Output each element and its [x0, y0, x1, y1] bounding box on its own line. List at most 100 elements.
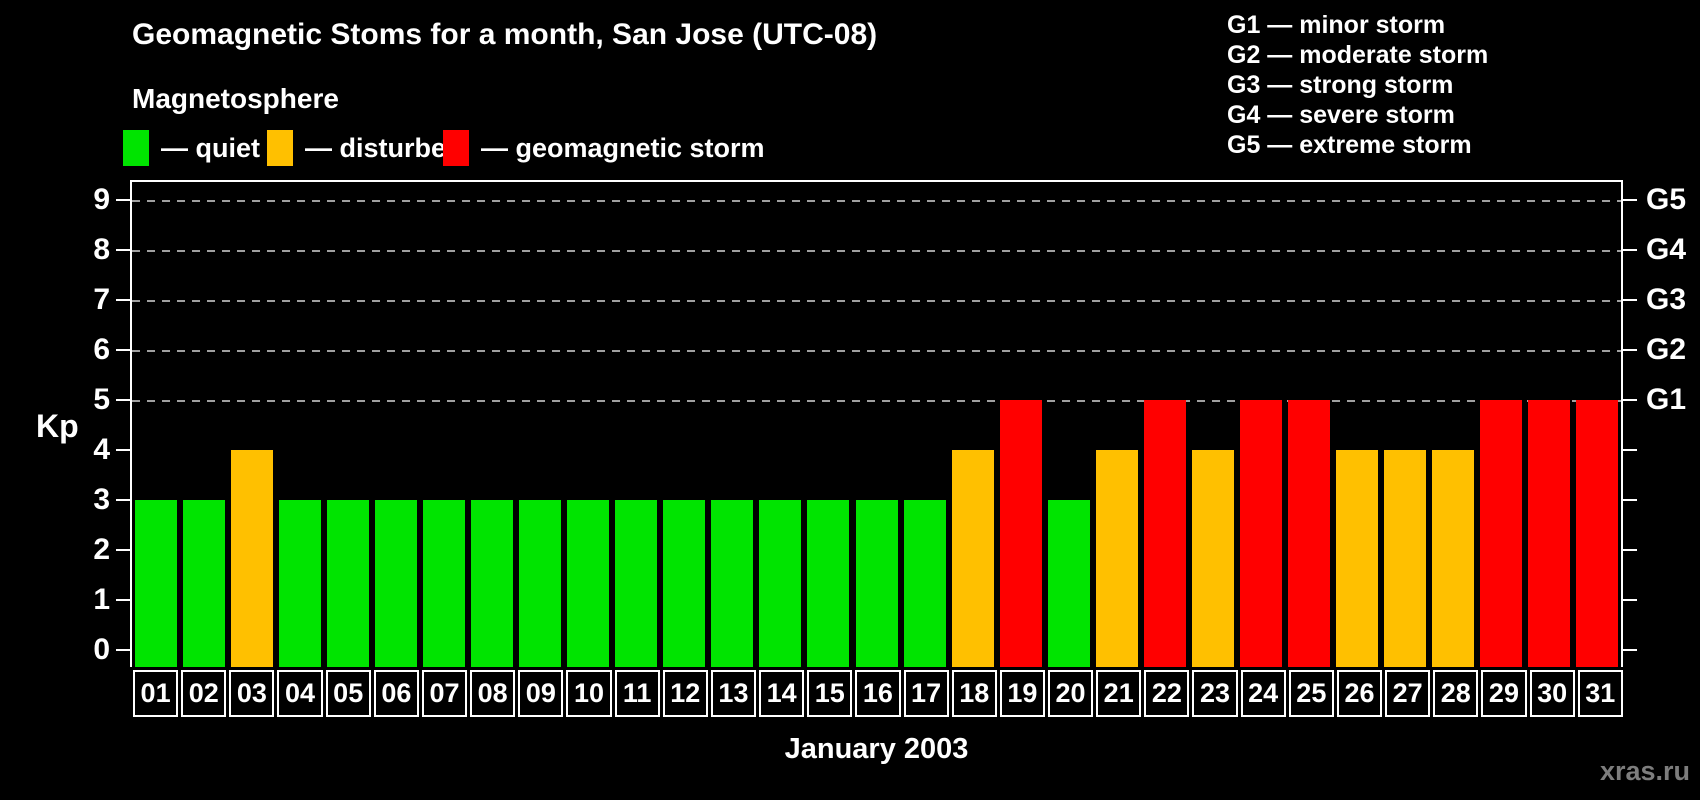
day-label-cell-29: 29 [1481, 670, 1527, 717]
chart-title: Geomagnetic Stoms for a month, San Jose … [132, 18, 878, 51]
right-tick-kp-2 [1623, 549, 1637, 551]
kp-bar-day-14 [759, 500, 802, 667]
kp-bar-day-31 [1575, 400, 1618, 667]
kp-bar-day-18 [951, 450, 994, 667]
day-label-cell-18: 18 [951, 670, 997, 717]
left-tick-kp-6 [116, 349, 130, 351]
kp-bar-day-12 [663, 500, 706, 667]
kp-bar-day-21 [1095, 450, 1138, 667]
gscale-legend-line-2: G2 — moderate storm [1227, 41, 1489, 69]
day-label-cell-02: 02 [181, 670, 227, 717]
kp-bar-day-10 [567, 500, 610, 667]
right-tick-kp-3 [1623, 499, 1637, 501]
day-label-cell-06: 06 [373, 670, 419, 717]
kp-bar-day-11 [615, 500, 658, 667]
y-axis-label-8: 8 [93, 233, 110, 266]
right-tick-kp-6 [1623, 349, 1637, 351]
kp-bar-day-02 [183, 500, 226, 667]
day-label-cell-19: 19 [999, 670, 1045, 717]
kp-bar-day-06 [375, 500, 418, 667]
kp-bar-day-04 [279, 500, 322, 667]
day-label-cell-17: 17 [903, 670, 949, 717]
kp-bar-day-23 [1191, 450, 1234, 667]
left-tick-kp-5 [116, 399, 130, 401]
g-scale-label-G3: G3 [1646, 283, 1687, 316]
day-label-cell-01: 01 [133, 670, 179, 717]
day-label-cell-25: 25 [1288, 670, 1334, 717]
legend-label-storm: — geomagnetic storm [481, 132, 765, 163]
kp-bar-day-03 [231, 450, 274, 667]
kp-bar-day-08 [471, 500, 514, 667]
y-axis-label-9: 9 [93, 183, 110, 216]
kp-bar-day-07 [423, 500, 466, 667]
right-tick-kp-1 [1623, 599, 1637, 601]
legend-item-storm: — geomagnetic storm [443, 126, 765, 170]
kp-bar-day-16 [855, 500, 898, 667]
day-label-row: 01 02 03 04 05 06 07 08 09 10 11 12 13 14 15 16 17 18 19 20… [133, 670, 1623, 717]
gridline-kp-5 [132, 400, 1621, 402]
g-scale-label-G5: G5 [1646, 183, 1687, 216]
gscale-legend: G1 — minor storm G2 — moderate storm G3 — … [1227, 10, 1488, 160]
y-axis-label-0: 0 [93, 633, 110, 666]
kp-bar-day-26 [1335, 450, 1378, 667]
kp-axis-title: Kp [36, 408, 79, 444]
gscale-legend-line-5: G5 — extreme storm [1227, 131, 1472, 159]
day-label-cell-16: 16 [855, 670, 901, 717]
right-tick-kp-7 [1623, 299, 1637, 301]
y-axis-label-5: 5 [93, 383, 110, 416]
y-axis-label-4: 4 [93, 433, 110, 466]
plot-area [130, 180, 1623, 667]
day-label-cell-21: 21 [1096, 670, 1142, 717]
day-label-cell-07: 07 [421, 670, 468, 717]
left-tick-kp-2 [116, 549, 130, 551]
left-tick-kp-4 [116, 449, 130, 451]
y-axis-label-3: 3 [93, 483, 110, 516]
day-label-cell-03: 03 [229, 670, 275, 717]
day-label-cell-08: 08 [470, 670, 516, 717]
kp-bar-day-20 [1047, 500, 1090, 667]
day-label-cell-28: 28 [1433, 670, 1479, 717]
day-label-cell-23: 23 [1192, 670, 1238, 717]
y-axis-label-6: 6 [93, 333, 110, 366]
y-axis-label-1: 1 [93, 583, 110, 616]
legend-swatch-quiet [123, 130, 149, 166]
day-label-cell-27: 27 [1385, 670, 1431, 717]
gridline-kp-7 [132, 300, 1621, 302]
day-label-cell-13: 13 [710, 670, 757, 717]
kp-bar-day-24 [1239, 400, 1282, 667]
day-label-cell-05: 05 [325, 670, 371, 717]
day-label-cell-22: 22 [1144, 670, 1190, 717]
day-label-cell-30: 30 [1529, 670, 1575, 717]
day-label-cell-20: 20 [1047, 670, 1094, 717]
left-tick-kp-7 [116, 299, 130, 301]
day-label-cell-11: 11 [614, 670, 660, 717]
legend-swatch-storm [443, 130, 469, 166]
left-tick-kp-1 [116, 599, 130, 601]
legend-item-disturbed: — disturbed [267, 126, 463, 170]
kp-bar-day-05 [327, 500, 370, 667]
gridline-kp-8 [132, 250, 1621, 252]
kp-bar-day-19 [999, 400, 1042, 667]
right-tick-kp-0 [1623, 649, 1637, 651]
kp-bar-day-22 [1143, 400, 1186, 667]
gscale-legend-line-4: G4 — severe storm [1227, 101, 1455, 129]
legend-swatch-disturbed [267, 130, 293, 166]
day-label-cell-12: 12 [662, 670, 708, 717]
day-label-cell-09: 09 [518, 670, 564, 717]
y-axis-label-7: 7 [93, 283, 110, 316]
right-tick-kp-5 [1623, 399, 1637, 401]
day-label-cell-26: 26 [1336, 670, 1383, 717]
g-scale-label-G4: G4 [1646, 233, 1687, 266]
left-tick-kp-0 [116, 649, 130, 651]
day-label-cell-31: 31 [1577, 670, 1623, 717]
kp-bar-day-01 [135, 500, 178, 667]
left-tick-kp-9 [116, 199, 130, 201]
gridline-kp-6 [132, 350, 1621, 352]
g-scale-label-G1: G1 [1646, 383, 1687, 416]
legend-item-quiet: — quiet [123, 126, 260, 170]
right-tick-kp-9 [1623, 199, 1637, 201]
magnetosphere-heading: Magnetosphere [132, 83, 339, 114]
right-tick-kp-8 [1623, 249, 1637, 251]
day-label-cell-24: 24 [1240, 670, 1286, 717]
